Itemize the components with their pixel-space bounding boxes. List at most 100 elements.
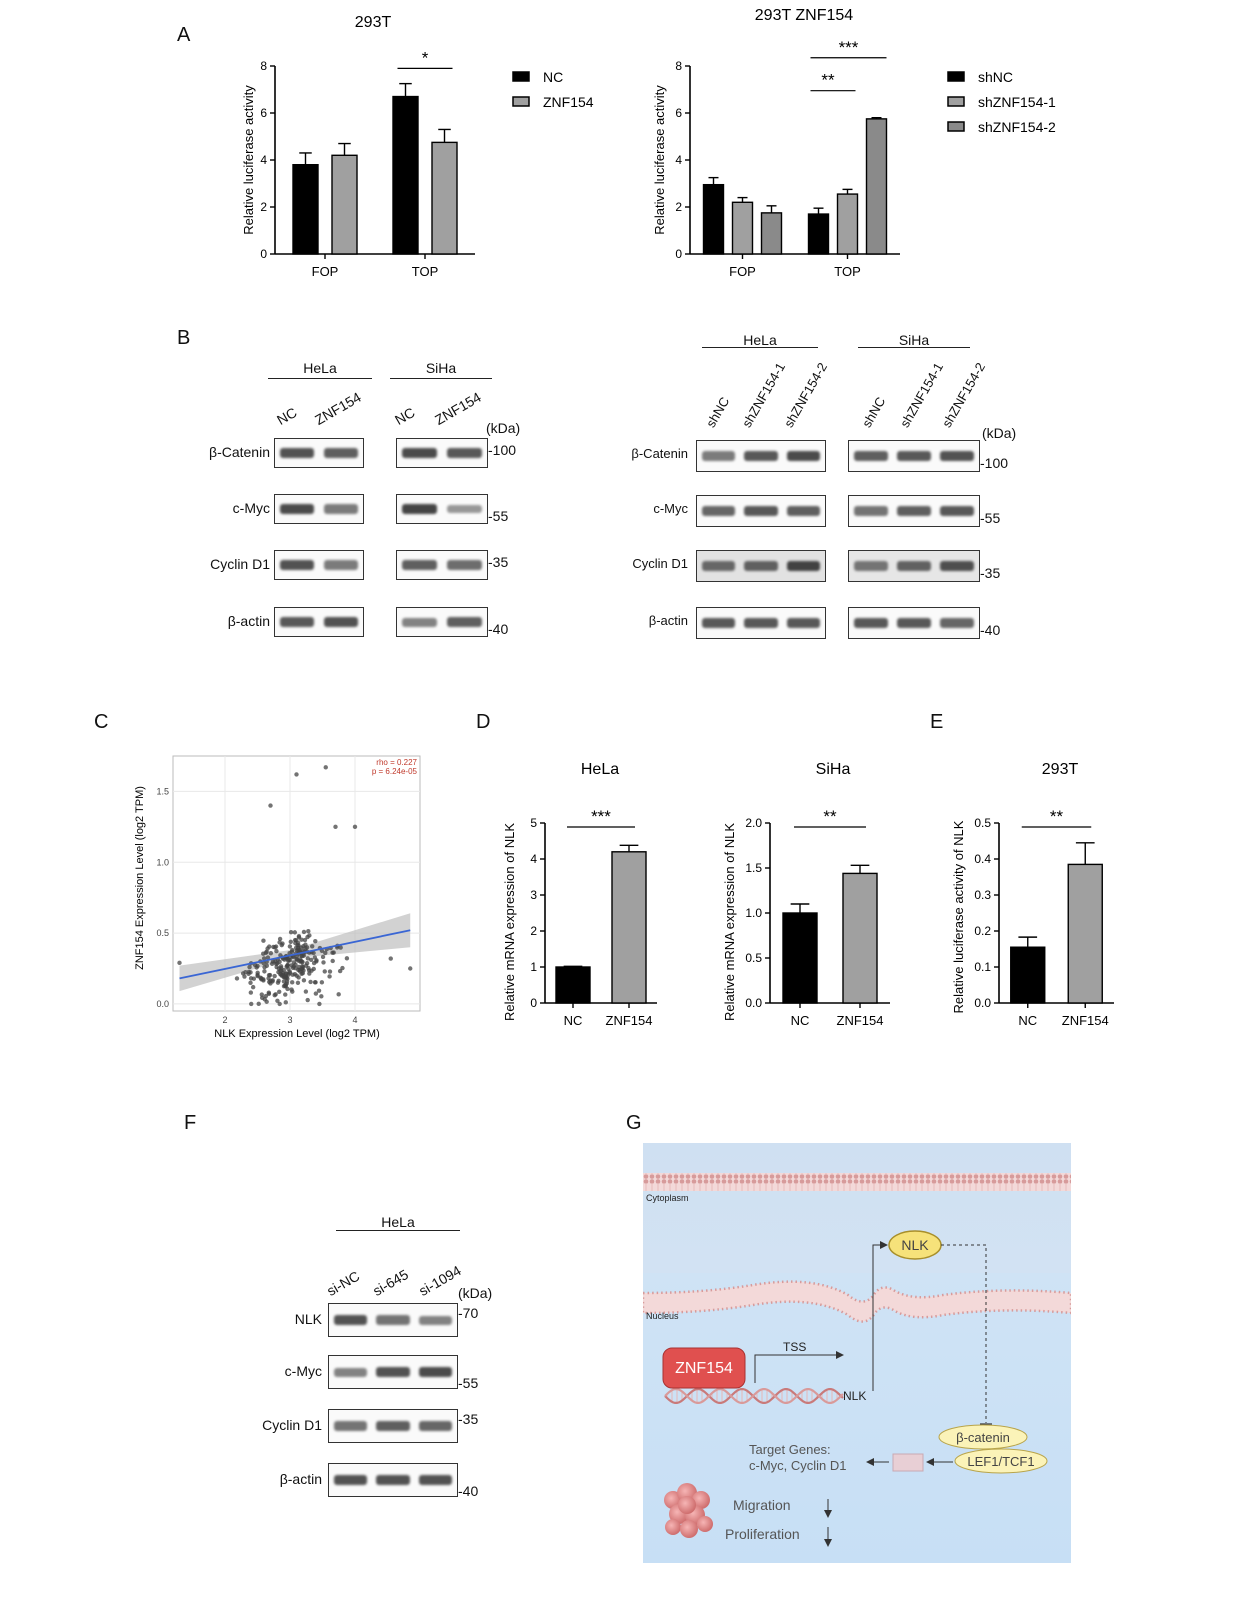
significance-label: *** [591,807,611,826]
x-tick-label: ZNF154 [606,1013,653,1028]
target-genes-label: Target Genes: [749,1442,831,1457]
legend-label: shZNF154-2 [978,119,1056,135]
x-tick-label: ZNF154 [1062,1013,1109,1028]
blot-strip [328,1463,458,1497]
kda-marker: -35 [980,565,1001,581]
scatter-point [285,963,290,968]
kda-marker: -40 [458,1483,479,1499]
scatter-point [272,973,277,979]
scatter-point [301,929,307,935]
kda-marker: -55 [488,508,509,524]
panel-label-g: G [626,1112,642,1134]
bar-shnc [807,213,830,255]
y-axis-label: Relative luciferase activity [652,85,667,235]
protein-band [333,1314,367,1326]
scatter-point [293,945,299,950]
scatter-point [259,977,264,982]
scatter-point [337,968,343,974]
group-underline [702,347,818,348]
scatter-point [330,958,335,964]
protein-band [940,450,975,462]
dna-strand [664,1388,844,1404]
scatter-point [275,998,280,1004]
scatter-point [261,938,266,943]
y-tick-label: 5 [530,816,537,830]
bar-shznf154-2 [760,212,783,255]
scatter-point [313,980,318,985]
blot-row-label: Cyclin D1 [632,556,688,571]
chart-a2-293t-znf154: 293T ZNF154 Relative luciferase activity… [652,7,1056,279]
protein-band [401,560,438,570]
protein-band [418,1421,453,1431]
lane-label: shZNF154-1 [739,359,789,430]
protein-band [376,1366,410,1378]
chart-a1-293t: 293T Relative luciferase activity 0 2 4 6 8 F… [241,14,594,279]
chart-title: SiHa [816,761,851,778]
protein-band [279,616,315,628]
bar-nc [392,95,419,255]
scatter-point [288,939,293,944]
scatter-point [388,956,393,961]
scatter-point [314,959,319,964]
cytoplasm-label: Cytoplasm [646,1193,689,1203]
kda-unit-label: (kDa) [458,1285,493,1301]
scatter-point [327,974,332,979]
scatter-point [267,944,272,949]
blot-strip-hela [696,495,826,527]
significance-label: ** [1050,807,1064,826]
scatter-point [271,944,276,950]
protein-band [323,448,359,458]
x-tick-label: 3 [287,1015,292,1025]
y-tick-label: 2 [530,924,537,938]
blot-strip [328,1355,458,1389]
scatter-point [287,944,293,949]
legend-swatch [512,96,530,107]
scatter-point [282,983,288,988]
target-genes-list: c-Myc, Cyclin D1 [749,1458,847,1473]
y-tick-label: 0 [260,247,267,261]
scatter-point [255,972,260,978]
scatter-point [306,929,311,934]
protein-band [786,450,821,462]
scatter-point [269,961,275,966]
scatter-point [234,976,240,981]
scatter-point [300,963,305,969]
protein-band [786,560,821,572]
bar-znf154 [331,154,358,255]
scatter-point [281,967,287,973]
group-label-hela: HeLa [303,360,337,376]
bar-shznf154-1 [836,193,859,255]
x-tick-label: ZNF154 [837,1013,884,1028]
group-underline [858,347,970,348]
scatter-point [322,969,327,974]
tumor-cells [664,1483,713,1538]
protein-band [701,451,735,461]
blot-row-label: β-Catenin [631,446,688,461]
y-axis-label: ZNF154 Expression Level (log2 TPM) [134,786,146,970]
y-tick-label: 4 [675,153,682,167]
protein-band [446,447,483,459]
legend-label: shNC [978,69,1013,85]
x-tick-label: NC [791,1013,810,1028]
legend-swatch [947,71,965,82]
protein-band [744,561,778,571]
protein-band [376,1315,410,1325]
scatter-point [320,954,326,960]
blot-strip-hela [696,440,826,472]
scatter-point [294,957,299,962]
lane-label: NC [392,404,418,428]
protein-band [701,506,735,516]
protein-band [376,1421,410,1431]
chart-title: 293T [355,14,392,31]
blot-row-label: c-Myc [653,501,688,516]
scatter-point [301,978,307,983]
scatter-point [288,930,294,935]
scatter-point [277,989,282,994]
protein-band [418,1474,453,1486]
y-tick-label: 2 [260,200,267,214]
y-axis-label: Relative mRNA expression of NLK [722,823,737,1021]
scatter-point [303,989,309,994]
scatter-point [340,965,345,971]
y-tick-label: 0.0 [974,996,991,1010]
scatter-point [261,960,266,966]
